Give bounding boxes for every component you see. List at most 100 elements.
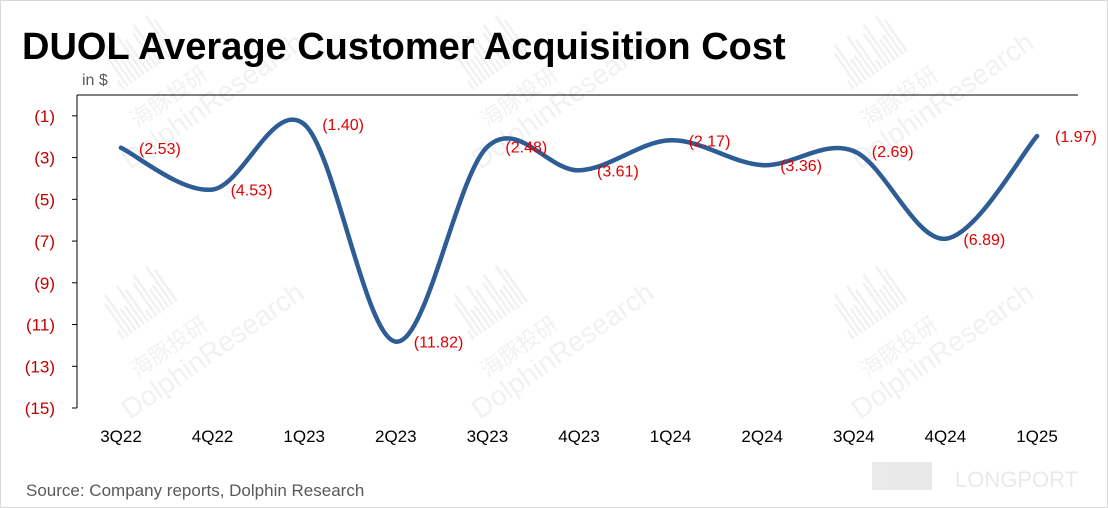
y-tick-label: (5)	[34, 190, 55, 209]
data-point	[668, 138, 673, 143]
watermark-bar	[132, 32, 158, 67]
watermark-bar	[881, 34, 900, 59]
data-label: (2.17)	[689, 133, 731, 150]
data-point	[302, 122, 307, 127]
watermark-bar	[153, 19, 178, 53]
watermark-bar	[878, 288, 896, 312]
watermark-bar	[145, 309, 154, 320]
watermark-bar	[878, 38, 896, 62]
y-tick-label: (7)	[34, 232, 55, 251]
x-tick-label: 4Q24	[925, 427, 967, 446]
watermark-bar	[466, 285, 496, 326]
watermark-bar	[881, 284, 900, 309]
x-tick-label: 4Q23	[558, 427, 600, 446]
data-label: (3.61)	[597, 163, 639, 180]
watermark-bar	[132, 24, 162, 64]
watermark-bar	[116, 35, 146, 76]
watermark-bar	[862, 24, 892, 64]
watermark-bar	[875, 309, 884, 320]
data-point	[393, 339, 398, 344]
watermark-bar	[453, 52, 479, 87]
watermark-bar	[132, 274, 162, 314]
watermark-bar	[482, 32, 508, 67]
x-tick-label: 1Q23	[283, 427, 325, 446]
x-tick-label: 1Q24	[650, 427, 692, 446]
watermark-bar	[875, 59, 884, 70]
data-point	[943, 236, 948, 241]
x-tick-label: 3Q24	[833, 427, 875, 446]
series-line	[118, 117, 1040, 344]
watermark-bar	[849, 308, 868, 332]
watermark-bar	[501, 34, 520, 59]
watermark-bar	[151, 34, 170, 59]
watermark-bar	[103, 293, 133, 334]
data-point	[576, 168, 582, 173]
watermark-bar	[466, 80, 475, 90]
x-tick-label: 3Q23	[467, 427, 509, 446]
data-label: (3.36)	[780, 158, 822, 175]
watermark-bar	[503, 269, 528, 303]
watermark-bar	[833, 43, 863, 84]
watermark-bar	[116, 285, 146, 326]
watermark-bar	[123, 54, 142, 79]
watermark-bar	[495, 309, 504, 320]
watermark-bar	[466, 35, 496, 76]
data-point	[485, 144, 490, 149]
brand-logo-mark	[872, 462, 932, 490]
y-tick-label: (11)	[26, 316, 55, 335]
watermark-bar	[474, 38, 500, 73]
watermark-bar	[833, 52, 859, 87]
watermark-bar	[469, 58, 488, 82]
watermark-bar	[846, 35, 876, 76]
data-label: (1.97)	[1055, 129, 1097, 146]
watermark-bar	[453, 302, 479, 337]
watermark-bar	[862, 32, 888, 67]
data-point	[118, 145, 124, 150]
watermark-bar	[453, 293, 483, 334]
watermark-bar	[498, 288, 516, 312]
watermark-bar	[473, 54, 492, 79]
data-label: (4.53)	[231, 183, 273, 200]
watermark-bar	[883, 19, 908, 53]
watermark-bar	[119, 58, 138, 82]
watermark-bar	[482, 24, 512, 64]
watermark-bar	[153, 269, 178, 303]
watermark-bar	[474, 288, 500, 323]
watermark-bar	[473, 304, 492, 329]
watermark-bar	[846, 80, 855, 90]
watermark-bar	[148, 288, 166, 312]
brand-logo-text: LONGPORT	[955, 467, 1078, 492]
data-point	[851, 148, 856, 154]
watermark-bar	[495, 59, 504, 70]
data-label: (6.89)	[963, 232, 1005, 249]
watermark-bar	[124, 288, 150, 323]
watermark-bar	[498, 38, 516, 62]
watermark-bar	[833, 293, 863, 334]
watermark-bar	[144, 265, 174, 306]
watermark-bar	[145, 59, 154, 70]
data-label: (2.48)	[505, 140, 547, 157]
brand-logo: LONGPORT	[872, 462, 1078, 492]
watermark-bar	[846, 330, 855, 340]
source-note: Source: Company reports, Dolphin Researc…	[26, 481, 365, 500]
watermark-bar	[853, 304, 872, 329]
watermark-bar	[503, 19, 528, 53]
watermark-bar	[482, 282, 508, 317]
data-label: (11.82)	[414, 335, 464, 352]
watermark-bar	[103, 43, 133, 84]
watermark-bar	[123, 304, 142, 329]
data-label: (1.40)	[322, 117, 364, 134]
axes: (1) (3) (5) (7) (9) (11) (13) (15) 3Q22 4Q22 1Q23 2…	[25, 94, 1078, 446]
watermark-bar	[862, 282, 888, 317]
watermark-bar	[833, 302, 859, 337]
watermark-bar	[494, 15, 524, 56]
chart-title: DUOL Average Customer Acquisition Cost	[22, 26, 786, 68]
data-point	[210, 187, 215, 192]
x-tick-label: 2Q24	[741, 427, 783, 446]
watermark-bar	[874, 265, 904, 306]
watermark-bar	[144, 15, 174, 56]
y-tick-label: (15)	[25, 399, 55, 418]
